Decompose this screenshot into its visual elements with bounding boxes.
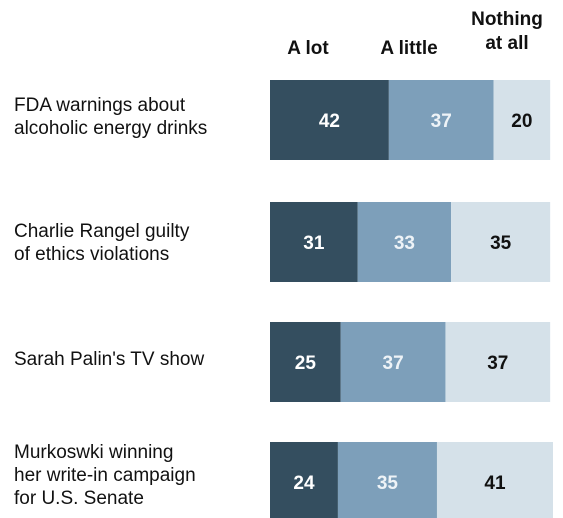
row-label-fda-warnings: FDA warnings about alcoholic energy drin… (14, 95, 208, 139)
data-label-palin-tv-show-a-little: 37 (383, 353, 404, 374)
bar-murkowski-senate-a-lot (270, 442, 338, 518)
bar-murkowski-senate-nothing-at-all (436, 442, 553, 518)
legend-a-lot: A lot (287, 38, 329, 59)
data-label-murkowski-senate-nothing-at-all: 41 (484, 473, 506, 494)
bar-fda-warnings-nothing-at-all (493, 80, 551, 160)
data-label-rangel-ethics-a-lot: 31 (303, 233, 325, 254)
bar-palin-tv-show-nothing-at-all (445, 322, 551, 402)
legend-a-little: A little (380, 38, 438, 59)
legend-nothing-at-all: Nothing at all (471, 9, 543, 54)
data-label-rangel-ethics-a-little: 33 (394, 233, 415, 254)
data-label-palin-tv-show-nothing-at-all: 37 (487, 353, 508, 374)
bar-rangel-ethics-nothing-at-all (451, 202, 551, 282)
bar-fda-warnings-a-lot (270, 80, 389, 160)
data-label-murkowski-senate-a-lot: 24 (293, 473, 315, 494)
data-label-fda-warnings-nothing-at-all: 20 (511, 111, 532, 132)
data-label-rangel-ethics-nothing-at-all: 35 (490, 233, 512, 254)
bar-rangel-ethics-a-lot (270, 202, 358, 282)
row-label-palin-tv-show: Sarah Palin's TV show (14, 349, 205, 370)
data-label-palin-tv-show-a-lot: 25 (295, 353, 317, 374)
data-label-fda-warnings-a-little: 37 (431, 111, 452, 132)
data-label-fda-warnings-a-lot: 42 (319, 111, 340, 132)
bar-rangel-ethics-a-little (357, 202, 452, 282)
bar-palin-tv-show-a-little (340, 322, 446, 402)
bar-palin-tv-show-a-lot (270, 322, 341, 402)
row-label-murkowski-senate: Murkoswki winning her write-in campaign … (14, 442, 196, 509)
bar-fda-warnings-a-little (388, 80, 494, 160)
row-label-rangel-ethics: Charlie Rangel guilty of ethics violatio… (14, 221, 190, 265)
data-label-murkowski-senate-a-little: 35 (377, 473, 399, 494)
bar-murkowski-senate-a-little (337, 442, 437, 518)
